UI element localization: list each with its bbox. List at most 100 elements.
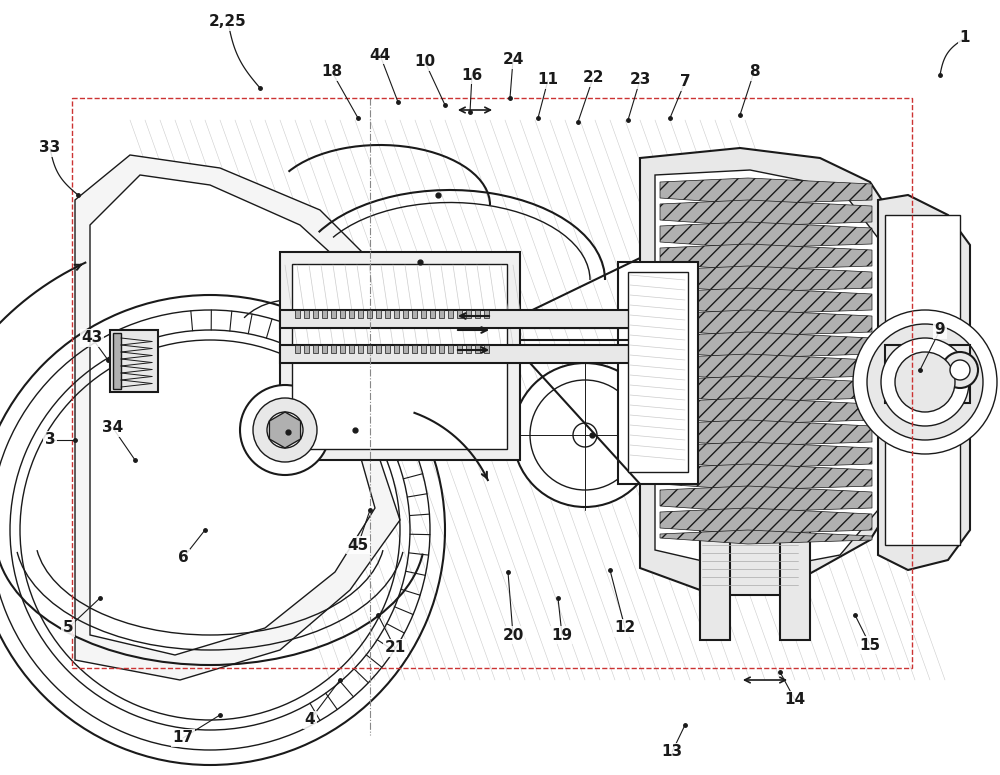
Circle shape xyxy=(867,324,983,440)
Bar xyxy=(628,272,688,472)
Polygon shape xyxy=(439,310,444,318)
Polygon shape xyxy=(269,412,301,448)
Bar xyxy=(280,310,650,328)
Polygon shape xyxy=(448,345,452,353)
Polygon shape xyxy=(367,345,372,353)
Text: 11: 11 xyxy=(538,73,558,88)
Polygon shape xyxy=(367,310,372,318)
Text: 20: 20 xyxy=(502,628,524,642)
Text: 12: 12 xyxy=(614,621,636,636)
Polygon shape xyxy=(475,310,480,318)
Polygon shape xyxy=(878,195,970,570)
Text: 10: 10 xyxy=(414,54,436,70)
Polygon shape xyxy=(484,345,488,353)
Polygon shape xyxy=(660,244,872,270)
Polygon shape xyxy=(340,345,344,353)
Text: 6: 6 xyxy=(178,550,188,566)
Polygon shape xyxy=(660,442,872,468)
Polygon shape xyxy=(385,310,390,318)
Text: 13: 13 xyxy=(661,745,683,760)
Text: 18: 18 xyxy=(321,64,343,80)
Polygon shape xyxy=(349,310,354,318)
Polygon shape xyxy=(75,155,400,680)
Polygon shape xyxy=(295,345,300,353)
Polygon shape xyxy=(660,222,872,248)
Polygon shape xyxy=(412,345,416,353)
Bar xyxy=(280,252,520,460)
Polygon shape xyxy=(331,345,336,353)
Text: 33: 33 xyxy=(39,140,61,156)
Text: 8: 8 xyxy=(749,64,759,80)
Polygon shape xyxy=(660,332,872,358)
Polygon shape xyxy=(448,310,452,318)
Polygon shape xyxy=(660,398,872,424)
Polygon shape xyxy=(430,345,434,353)
Polygon shape xyxy=(285,340,420,415)
Polygon shape xyxy=(295,310,300,318)
Polygon shape xyxy=(322,310,326,318)
Polygon shape xyxy=(304,310,308,318)
Circle shape xyxy=(530,380,640,490)
Polygon shape xyxy=(466,345,471,353)
Polygon shape xyxy=(457,345,462,353)
Circle shape xyxy=(881,338,969,426)
Circle shape xyxy=(253,398,317,462)
Circle shape xyxy=(573,423,597,447)
Text: 17: 17 xyxy=(172,731,194,746)
Polygon shape xyxy=(90,175,375,655)
Bar xyxy=(780,520,810,640)
Polygon shape xyxy=(640,148,895,590)
Polygon shape xyxy=(660,530,872,544)
Polygon shape xyxy=(313,310,318,318)
Bar xyxy=(700,520,730,640)
Polygon shape xyxy=(385,345,390,353)
Polygon shape xyxy=(394,345,398,353)
Polygon shape xyxy=(430,310,434,318)
Circle shape xyxy=(513,363,657,507)
Text: 34: 34 xyxy=(102,421,124,436)
Polygon shape xyxy=(421,310,426,318)
Text: 5: 5 xyxy=(63,621,73,636)
Text: 9: 9 xyxy=(935,322,945,337)
Polygon shape xyxy=(660,464,872,490)
Polygon shape xyxy=(421,345,426,353)
Text: 45: 45 xyxy=(347,538,369,553)
Bar xyxy=(110,330,158,392)
Polygon shape xyxy=(349,345,354,353)
Polygon shape xyxy=(660,266,872,292)
Text: 43: 43 xyxy=(81,330,103,346)
Circle shape xyxy=(942,352,978,388)
Polygon shape xyxy=(358,345,362,353)
Polygon shape xyxy=(403,345,408,353)
Text: 14: 14 xyxy=(784,693,806,708)
Polygon shape xyxy=(322,345,326,353)
Text: 3: 3 xyxy=(45,432,55,447)
Text: 16: 16 xyxy=(461,67,483,82)
Polygon shape xyxy=(376,310,380,318)
Bar xyxy=(72,98,912,668)
Polygon shape xyxy=(660,310,872,336)
Polygon shape xyxy=(660,178,872,204)
Text: 23: 23 xyxy=(629,73,651,88)
Circle shape xyxy=(853,310,997,454)
Polygon shape xyxy=(660,200,872,226)
Text: 44: 44 xyxy=(369,47,391,63)
Text: 4: 4 xyxy=(305,712,315,728)
Polygon shape xyxy=(439,345,444,353)
Text: 24: 24 xyxy=(502,53,524,67)
Text: 15: 15 xyxy=(859,638,881,653)
Circle shape xyxy=(950,360,970,380)
Text: 21: 21 xyxy=(384,640,406,656)
Polygon shape xyxy=(660,508,872,534)
Polygon shape xyxy=(466,310,471,318)
Polygon shape xyxy=(457,310,462,318)
Polygon shape xyxy=(660,288,872,314)
Polygon shape xyxy=(340,310,344,318)
Polygon shape xyxy=(660,486,872,512)
Text: 22: 22 xyxy=(582,71,604,85)
Polygon shape xyxy=(403,310,408,318)
Text: 19: 19 xyxy=(551,628,573,642)
Polygon shape xyxy=(313,345,318,353)
Circle shape xyxy=(895,352,955,412)
Polygon shape xyxy=(394,310,398,318)
